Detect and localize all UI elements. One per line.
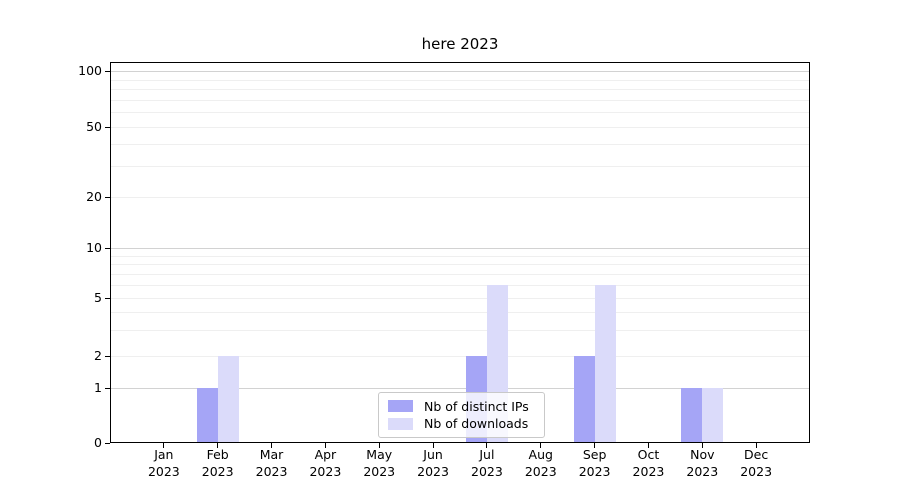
bar-downloads	[217, 356, 239, 443]
x-tick-label: Feb 2023	[183, 447, 253, 480]
major-gridline	[111, 248, 809, 249]
plot-frame	[110, 62, 810, 443]
x-tick-month: May	[366, 447, 393, 462]
x-tick-month: Jan	[154, 447, 174, 462]
legend-label-downloads: Nb of downloads	[424, 416, 529, 432]
x-tick-label: Sep 2023	[560, 447, 630, 480]
minor-gridline	[111, 127, 809, 128]
x-tick-year: 2023	[632, 463, 665, 479]
y-axis-tick	[105, 248, 110, 249]
x-tick-label: Jun 2023	[398, 447, 468, 480]
x-axis-tick	[378, 443, 380, 448]
bar-downloads	[702, 388, 724, 443]
bar-distinct-ips	[681, 388, 703, 443]
y-axis-tick	[105, 356, 110, 357]
minor-gridline	[111, 100, 809, 101]
x-tick-month: Feb	[206, 447, 229, 462]
minor-gridline	[111, 356, 809, 357]
x-tick-year: 2023	[255, 463, 288, 479]
x-tick-year: 2023	[147, 463, 180, 479]
legend-entry-distinct-ips: Nb of distinct IPs	[388, 399, 535, 414]
chart-title: here 2023	[421, 35, 499, 53]
minor-gridline	[111, 298, 809, 299]
x-tick-label: Aug 2023	[506, 447, 576, 480]
x-axis-tick	[594, 443, 596, 448]
x-tick-year: 2023	[201, 463, 234, 479]
x-tick-month: Nov	[690, 447, 715, 462]
x-tick-label: Jul 2023	[452, 447, 522, 480]
x-axis-tick	[271, 443, 273, 448]
y-tick-label: 5	[94, 290, 102, 305]
legend-swatch-downloads-icon	[388, 417, 413, 430]
x-tick-label: Mar 2023	[237, 447, 307, 480]
minor-gridline	[111, 197, 809, 198]
legend: Nb of distinct IPs Nb of downloads	[378, 392, 545, 438]
y-axis-tick	[105, 388, 110, 389]
x-tick-label: Jan 2023	[129, 447, 199, 480]
x-tick-year: 2023	[578, 463, 611, 479]
x-axis-tick	[163, 443, 165, 448]
y-tick-label: 10	[86, 240, 102, 255]
x-tick-year: 2023	[471, 463, 503, 479]
x-tick-month: Jul	[479, 447, 495, 462]
major-gridline	[111, 388, 809, 389]
y-axis-tick	[105, 127, 110, 128]
x-tick-month: Apr	[314, 447, 337, 462]
x-axis-tick	[755, 443, 757, 448]
x-axis-tick	[647, 443, 649, 448]
y-tick-label: 0	[94, 435, 102, 450]
minor-gridline	[111, 80, 809, 81]
x-tick-month: Oct	[637, 447, 660, 462]
bar-distinct-ips	[573, 356, 595, 443]
minor-gridline	[111, 285, 809, 286]
x-tick-year: 2023	[686, 463, 719, 479]
x-tick-label: Nov 2023	[667, 447, 737, 480]
y-axis-tick	[105, 443, 110, 444]
x-tick-year: 2023	[417, 463, 449, 479]
x-tick-label: May 2023	[344, 447, 414, 480]
minor-gridline	[111, 312, 809, 313]
x-tick-label: Dec 2023	[721, 447, 791, 480]
x-tick-month: Mar	[259, 447, 284, 462]
x-tick-year: 2023	[363, 463, 396, 479]
legend-entry-downloads: Nb of downloads	[388, 416, 535, 431]
y-tick-label: 100	[78, 63, 102, 78]
y-tick-label: 2	[94, 348, 102, 363]
minor-gridline	[111, 112, 809, 113]
x-tick-month: Aug	[528, 447, 553, 462]
y-tick-label: 20	[86, 189, 102, 204]
y-tick-label: 1	[94, 380, 102, 395]
x-axis-tick	[701, 443, 703, 448]
x-axis-tick	[324, 443, 326, 448]
bar-downloads	[594, 284, 616, 443]
y-axis-tick	[105, 197, 110, 198]
major-gridline	[111, 71, 809, 72]
x-axis-tick	[540, 443, 542, 448]
x-axis-tick	[486, 443, 488, 448]
x-tick-year: 2023	[309, 463, 342, 479]
x-tick-label: Apr 2023	[290, 447, 360, 480]
y-axis-tick	[105, 298, 110, 299]
minor-gridline	[111, 330, 809, 331]
minor-gridline	[111, 144, 809, 145]
x-tick-year: 2023	[524, 463, 557, 479]
y-tick-label: 50	[86, 119, 102, 134]
x-axis-tick	[432, 443, 434, 448]
y-axis-tick	[105, 71, 110, 72]
minor-gridline	[111, 264, 809, 265]
x-tick-month: Jun	[423, 447, 443, 462]
x-axis-tick	[217, 443, 219, 448]
minor-gridline	[111, 256, 809, 257]
bar-distinct-ips	[196, 388, 218, 443]
minor-gridline	[111, 166, 809, 167]
legend-swatch-distinct-ips-icon	[388, 400, 413, 413]
minor-gridline	[111, 89, 809, 90]
x-tick-month: Sep	[582, 447, 607, 462]
legend-label-distinct-ips: Nb of distinct IPs	[424, 398, 529, 414]
x-tick-month: Dec	[744, 447, 769, 462]
minor-gridline	[111, 274, 809, 275]
x-tick-year: 2023	[740, 463, 773, 479]
x-tick-label: Oct 2023	[613, 447, 683, 480]
